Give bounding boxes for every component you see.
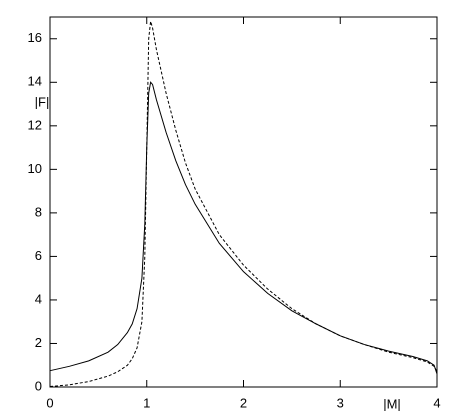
y-tick-label: 6 bbox=[35, 248, 42, 263]
y-tick-label: 12 bbox=[28, 117, 42, 132]
y-tick-label: 16 bbox=[28, 30, 42, 45]
y-tick-label: 10 bbox=[28, 161, 42, 176]
y-tick-label: 4 bbox=[35, 291, 42, 306]
x-tick-label: 4 bbox=[433, 395, 440, 410]
x-axis-label: |M| bbox=[383, 396, 401, 411]
series-line bbox=[49, 81, 438, 375]
y-tick-label: 14 bbox=[28, 74, 42, 89]
x-tick-label: 2 bbox=[240, 395, 247, 410]
y-tick-label: 2 bbox=[35, 335, 42, 350]
series-line bbox=[49, 21, 438, 388]
x-tick-label: 3 bbox=[337, 395, 344, 410]
y-tick-label: 8 bbox=[35, 204, 42, 219]
x-tick-label: 0 bbox=[46, 395, 53, 410]
y-tick-label: 0 bbox=[35, 378, 42, 393]
plot-frame bbox=[49, 16, 438, 388]
y-axis-label: |F| bbox=[35, 94, 50, 109]
x-tick-label: 1 bbox=[143, 395, 150, 410]
